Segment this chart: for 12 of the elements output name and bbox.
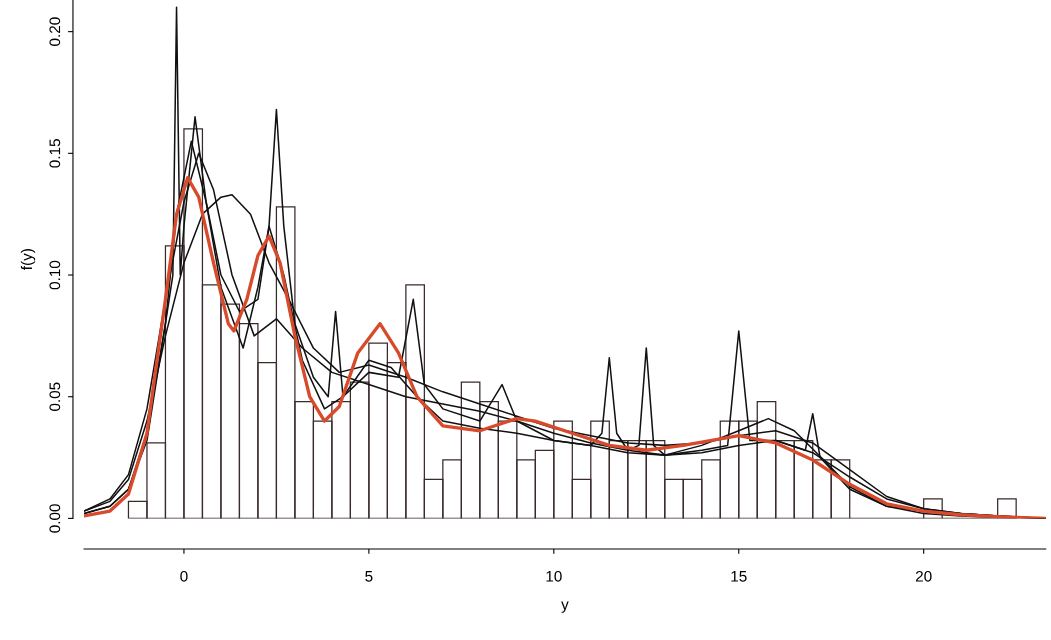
x-tick-label: 15 (731, 571, 747, 582)
y-tick-label: 0.15 (49, 139, 61, 168)
y-tick-label: 0.05 (49, 382, 61, 411)
y-tick-label: 0.20 (49, 17, 61, 46)
y-tick-label: 0.00 (49, 504, 61, 533)
y-tick-label: 0.10 (49, 260, 61, 290)
x-tick-label: 10 (546, 570, 562, 582)
y-axis-title: f(y) (20, 249, 36, 271)
x-tick-label: 5 (365, 571, 373, 582)
x-tick-label: 0 (180, 570, 188, 582)
x-tick-label: 20 (915, 570, 932, 582)
x-axis-title: y (561, 601, 569, 613)
